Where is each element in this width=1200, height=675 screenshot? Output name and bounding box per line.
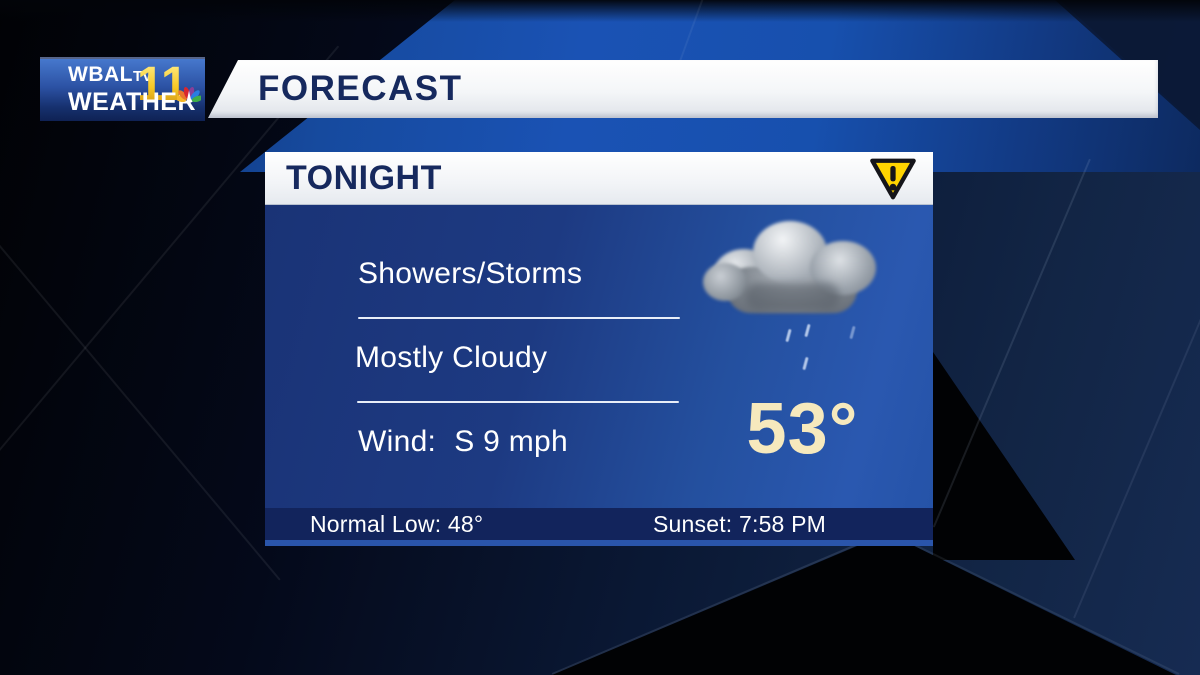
- cloud-puff: [703, 263, 747, 301]
- background-diagonal-line: [0, 150, 281, 581]
- forecast-period-label: TONIGHT: [286, 159, 442, 197]
- page-title: FORECAST: [258, 69, 463, 108]
- sunset-value: Sunset: 7:58 PM: [653, 511, 827, 537]
- forecast-card-body: Showers/Storms Mostly Cloudy Wind: S 9 mp…: [265, 205, 933, 508]
- warning-triangle-icon: [870, 158, 916, 200]
- cloud-shadow: [745, 283, 840, 311]
- rain-cloud-icon: [703, 219, 890, 331]
- wind-value: S 9 mph: [454, 425, 569, 458]
- wind-row: Wind: S 9 mph: [358, 425, 568, 459]
- station-wordmark: WBALTV: [68, 64, 152, 88]
- wind-label: Wind:: [358, 425, 437, 458]
- station-callsign: WBAL: [68, 63, 133, 86]
- background-diagonal-line: [1073, 120, 1200, 619]
- rain-streak: [802, 356, 809, 371]
- condition-secondary: Mostly Cloudy: [355, 341, 548, 374]
- station-logo: WBALTV 11 WEATHER: [40, 57, 205, 121]
- forecast-card-header: TONIGHT: [265, 152, 933, 205]
- card-bottom-edge: [265, 540, 933, 546]
- normal-low-value: Normal Low: 48°: [310, 511, 484, 537]
- temperature-value: 53°: [746, 389, 859, 469]
- forecast-card: TONIGHT Showers/Storms Mostly Cloudy Win…: [265, 152, 933, 546]
- station-tv-label: TV: [133, 68, 152, 85]
- condition-primary: Showers/Storms: [358, 257, 583, 290]
- header-banner: FORECAST: [208, 60, 1158, 118]
- station-weather-label: WEATHER: [68, 88, 197, 116]
- nbc-peacock-icon: [177, 87, 201, 103]
- divider-line: [357, 401, 679, 403]
- background-top-fade: [0, 0, 1200, 22]
- divider-line: [358, 317, 680, 319]
- forecast-card-footer: Normal Low: 48° Sunset: 7:58 PM: [265, 508, 933, 540]
